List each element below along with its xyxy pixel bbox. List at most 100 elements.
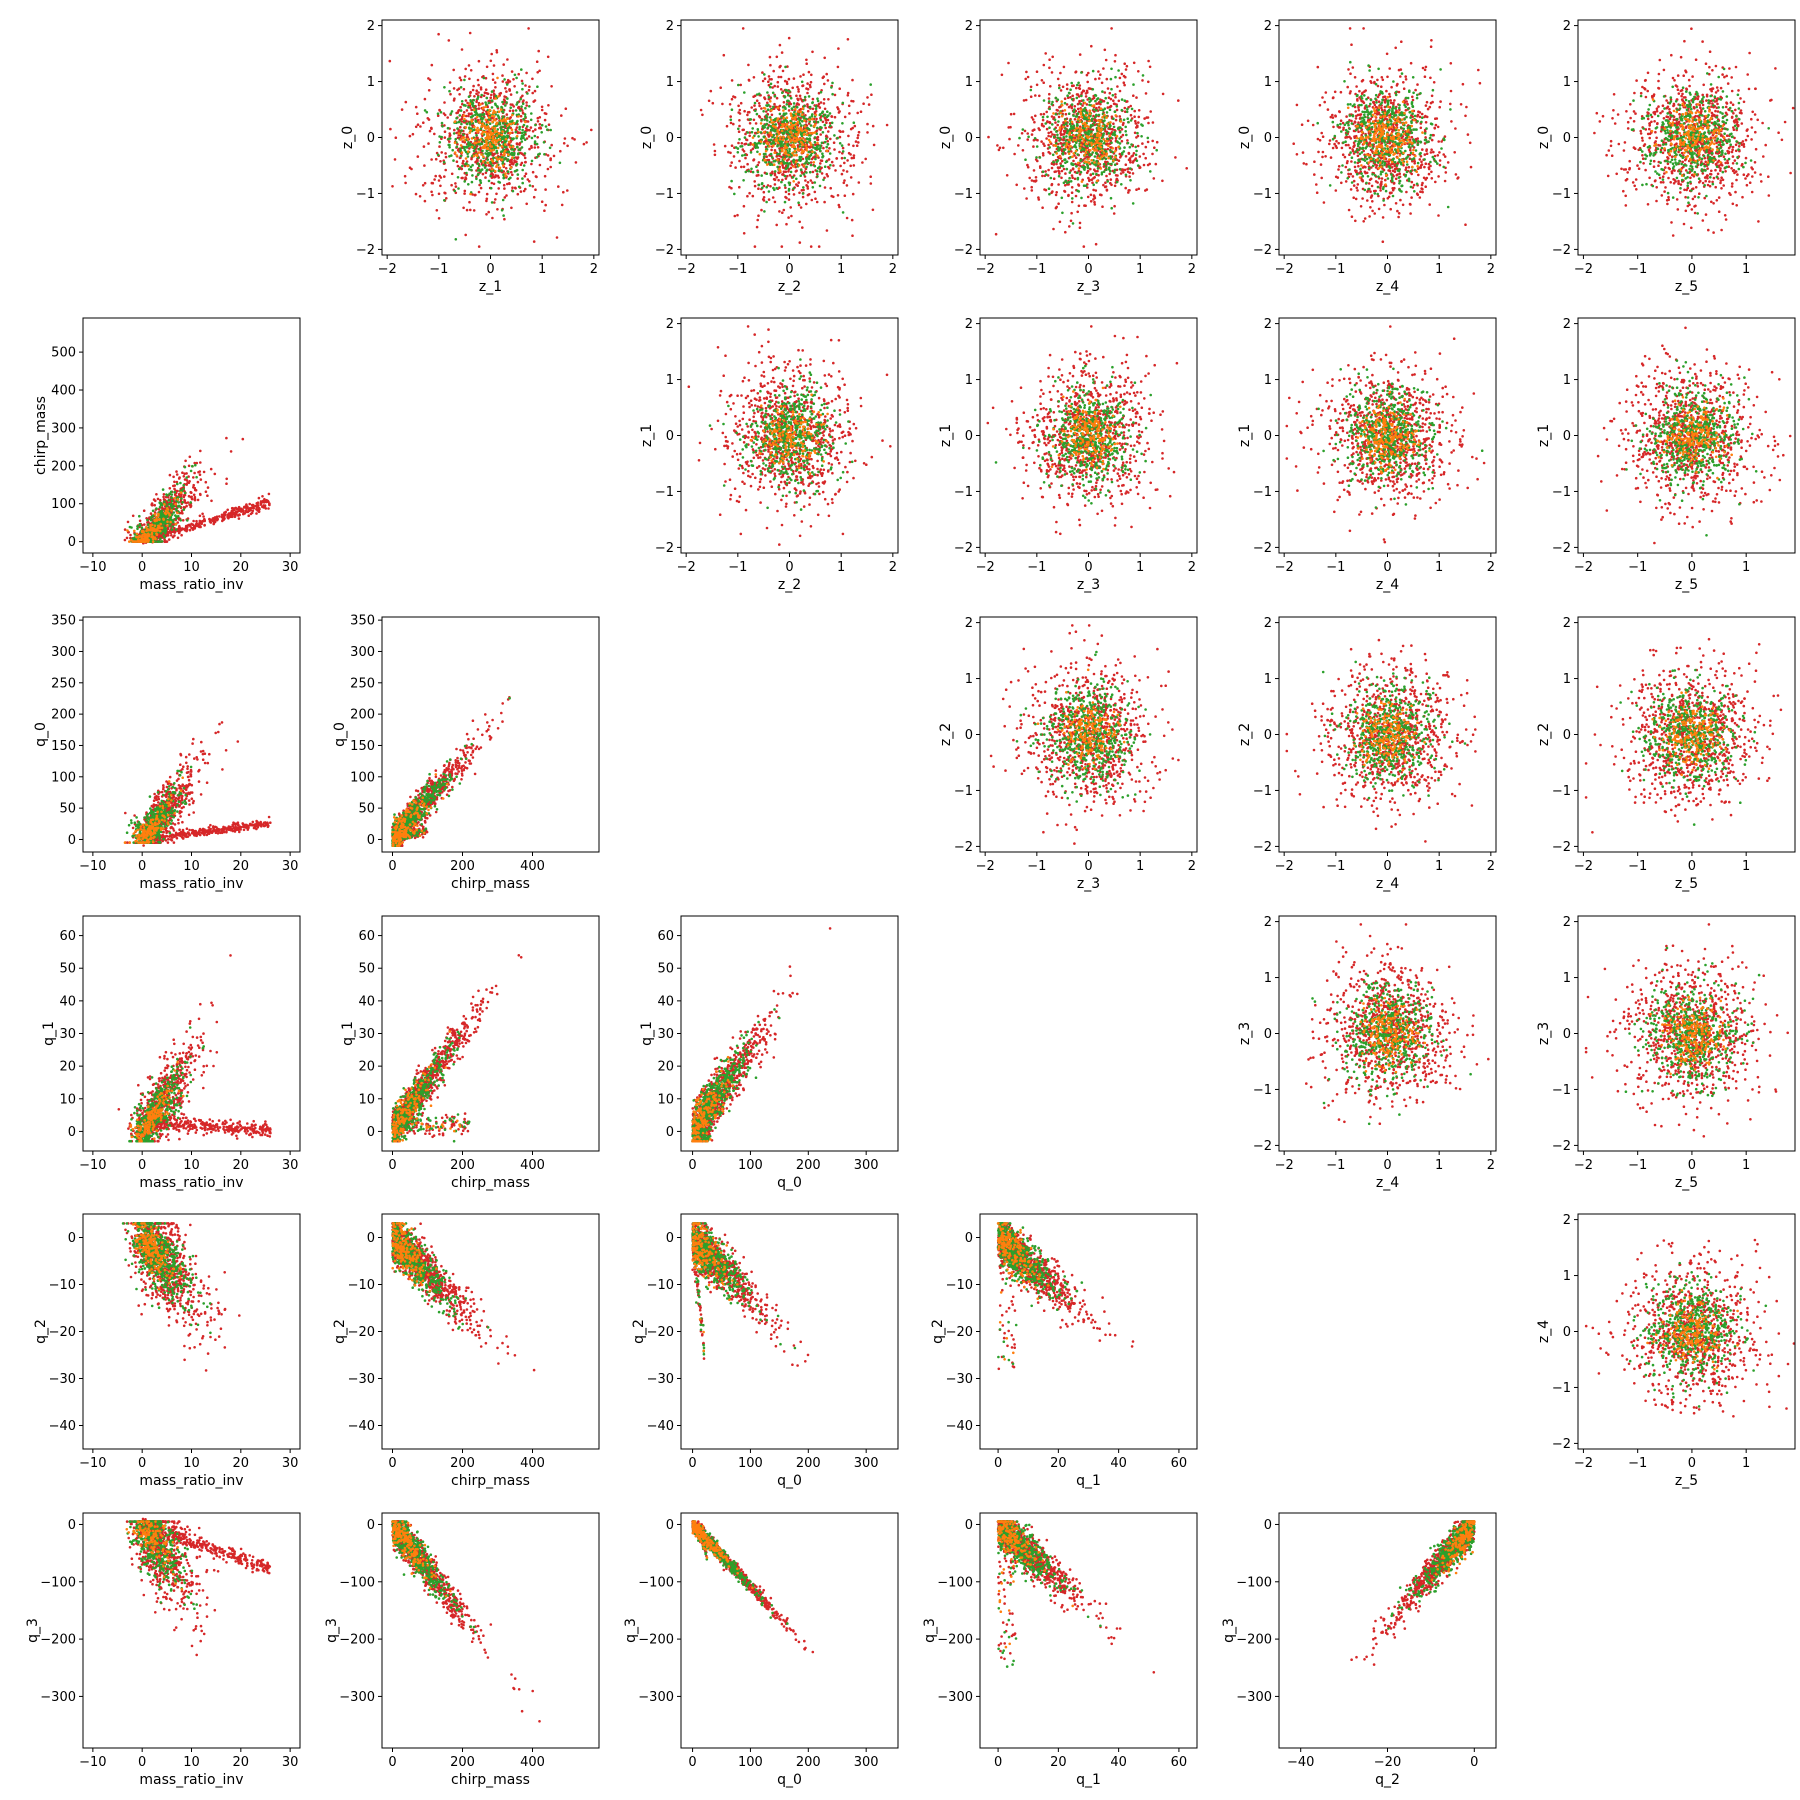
scatter-point: [736, 214, 739, 217]
scatter-point: [808, 71, 811, 74]
scatter-point: [405, 101, 408, 104]
scatter-point: [494, 139, 497, 142]
scatter-point: [490, 162, 493, 165]
scatter-point: [476, 97, 479, 100]
scatter-point: [474, 114, 477, 117]
scatter-point: [512, 145, 515, 148]
scatter-point: [814, 111, 817, 114]
scatter-point: [409, 166, 412, 169]
scatter-point: [511, 114, 514, 117]
scatter-point: [487, 125, 490, 128]
scatter-point: [517, 73, 520, 76]
scatter-point: [485, 213, 488, 216]
scatter-point: [434, 175, 437, 178]
scatter-point: [461, 120, 464, 123]
scatter-point: [509, 110, 512, 113]
scatter-point: [714, 150, 717, 153]
scatter-point: [795, 178, 798, 181]
scatter-point: [516, 163, 519, 166]
scatter-point: [412, 133, 415, 136]
scatter-point: [495, 156, 498, 159]
scatter-point: [827, 79, 830, 82]
scatter-point: [468, 168, 471, 171]
scatter-point: [510, 166, 513, 169]
scatter-point: [804, 96, 807, 99]
scatter-point: [757, 128, 760, 131]
scatter-point: [524, 121, 527, 124]
scatter-point: [389, 60, 392, 63]
scatter-point: [805, 62, 808, 65]
scatter-point: [493, 64, 496, 67]
scatter-point: [774, 174, 777, 177]
scatter-point: [804, 179, 807, 182]
scatter-point: [530, 163, 533, 166]
scatter-point: [495, 95, 498, 98]
scatter-point: [513, 85, 516, 88]
scatter-point: [522, 118, 525, 121]
x-tick-label: 0: [486, 262, 494, 277]
scatter-point: [489, 175, 492, 178]
scatter-point: [781, 51, 784, 54]
scatter-point: [492, 133, 495, 136]
scatter-point: [454, 120, 457, 123]
scatter-point: [756, 226, 759, 229]
scatter-point: [766, 102, 769, 105]
scatter-point: [788, 198, 791, 201]
scatter-point: [502, 214, 505, 217]
scatter-point: [453, 97, 456, 100]
scatter-point: [482, 164, 485, 167]
scatter-point: [808, 95, 811, 98]
scatter-point: [814, 197, 817, 200]
scatter-point: [856, 144, 859, 147]
scatter-point: [799, 95, 802, 98]
scatter-point: [729, 103, 732, 106]
scatter-point: [743, 91, 746, 94]
scatter-point: [779, 105, 782, 108]
scatter-point: [439, 160, 442, 163]
scatter-point: [805, 203, 808, 206]
scatter-point: [786, 159, 789, 162]
scatter-point: [782, 70, 785, 73]
scatter-point: [797, 110, 800, 113]
scatter-point: [506, 183, 509, 186]
pair-plot-figure: −2 −1 0 1 2−2−1012z_1z_0−2 −1 0 1 2−2−1012z_2z_0…: [0, 0, 1800, 1800]
scatter-point: [430, 191, 433, 194]
scatter-point: [510, 93, 513, 96]
scatter-point: [841, 157, 844, 160]
scatter-point: [770, 174, 773, 177]
scatter-point: [478, 245, 481, 248]
scatter-point: [506, 97, 509, 100]
scatter-point: [527, 178, 530, 181]
scatter-point: [490, 187, 493, 190]
scatter-point: [823, 83, 826, 86]
scatter-point: [473, 142, 476, 145]
scatter-point: [503, 78, 506, 81]
scatter-point: [522, 102, 525, 105]
scatter-point: [497, 158, 500, 161]
scatter-point: [853, 164, 856, 167]
scatter-point: [774, 170, 777, 173]
scatter-point: [763, 199, 766, 202]
scatter-point: [475, 134, 478, 137]
scatter-point: [474, 194, 477, 197]
scatter-point: [566, 189, 569, 192]
scatter-point: [550, 85, 553, 88]
scatter-point: [767, 80, 770, 83]
scatter-point: [814, 158, 817, 161]
x-tick-label: −2: [378, 262, 397, 277]
scatter-point: [528, 135, 531, 138]
scatter-point: [841, 173, 844, 176]
scatter-point: [539, 123, 542, 126]
scatter-point: [752, 136, 755, 139]
scatter-point: [807, 162, 810, 165]
scatter-point: [770, 149, 773, 152]
scatter-point: [816, 175, 819, 178]
scatter-point: [478, 165, 481, 168]
scatter-point: [457, 187, 460, 190]
scatter-point: [774, 183, 777, 186]
scatter-point: [481, 150, 484, 153]
scatter-point: [525, 104, 528, 107]
scatter-point: [768, 96, 771, 99]
scatter-point: [547, 56, 550, 59]
scatter-point: [790, 97, 793, 100]
